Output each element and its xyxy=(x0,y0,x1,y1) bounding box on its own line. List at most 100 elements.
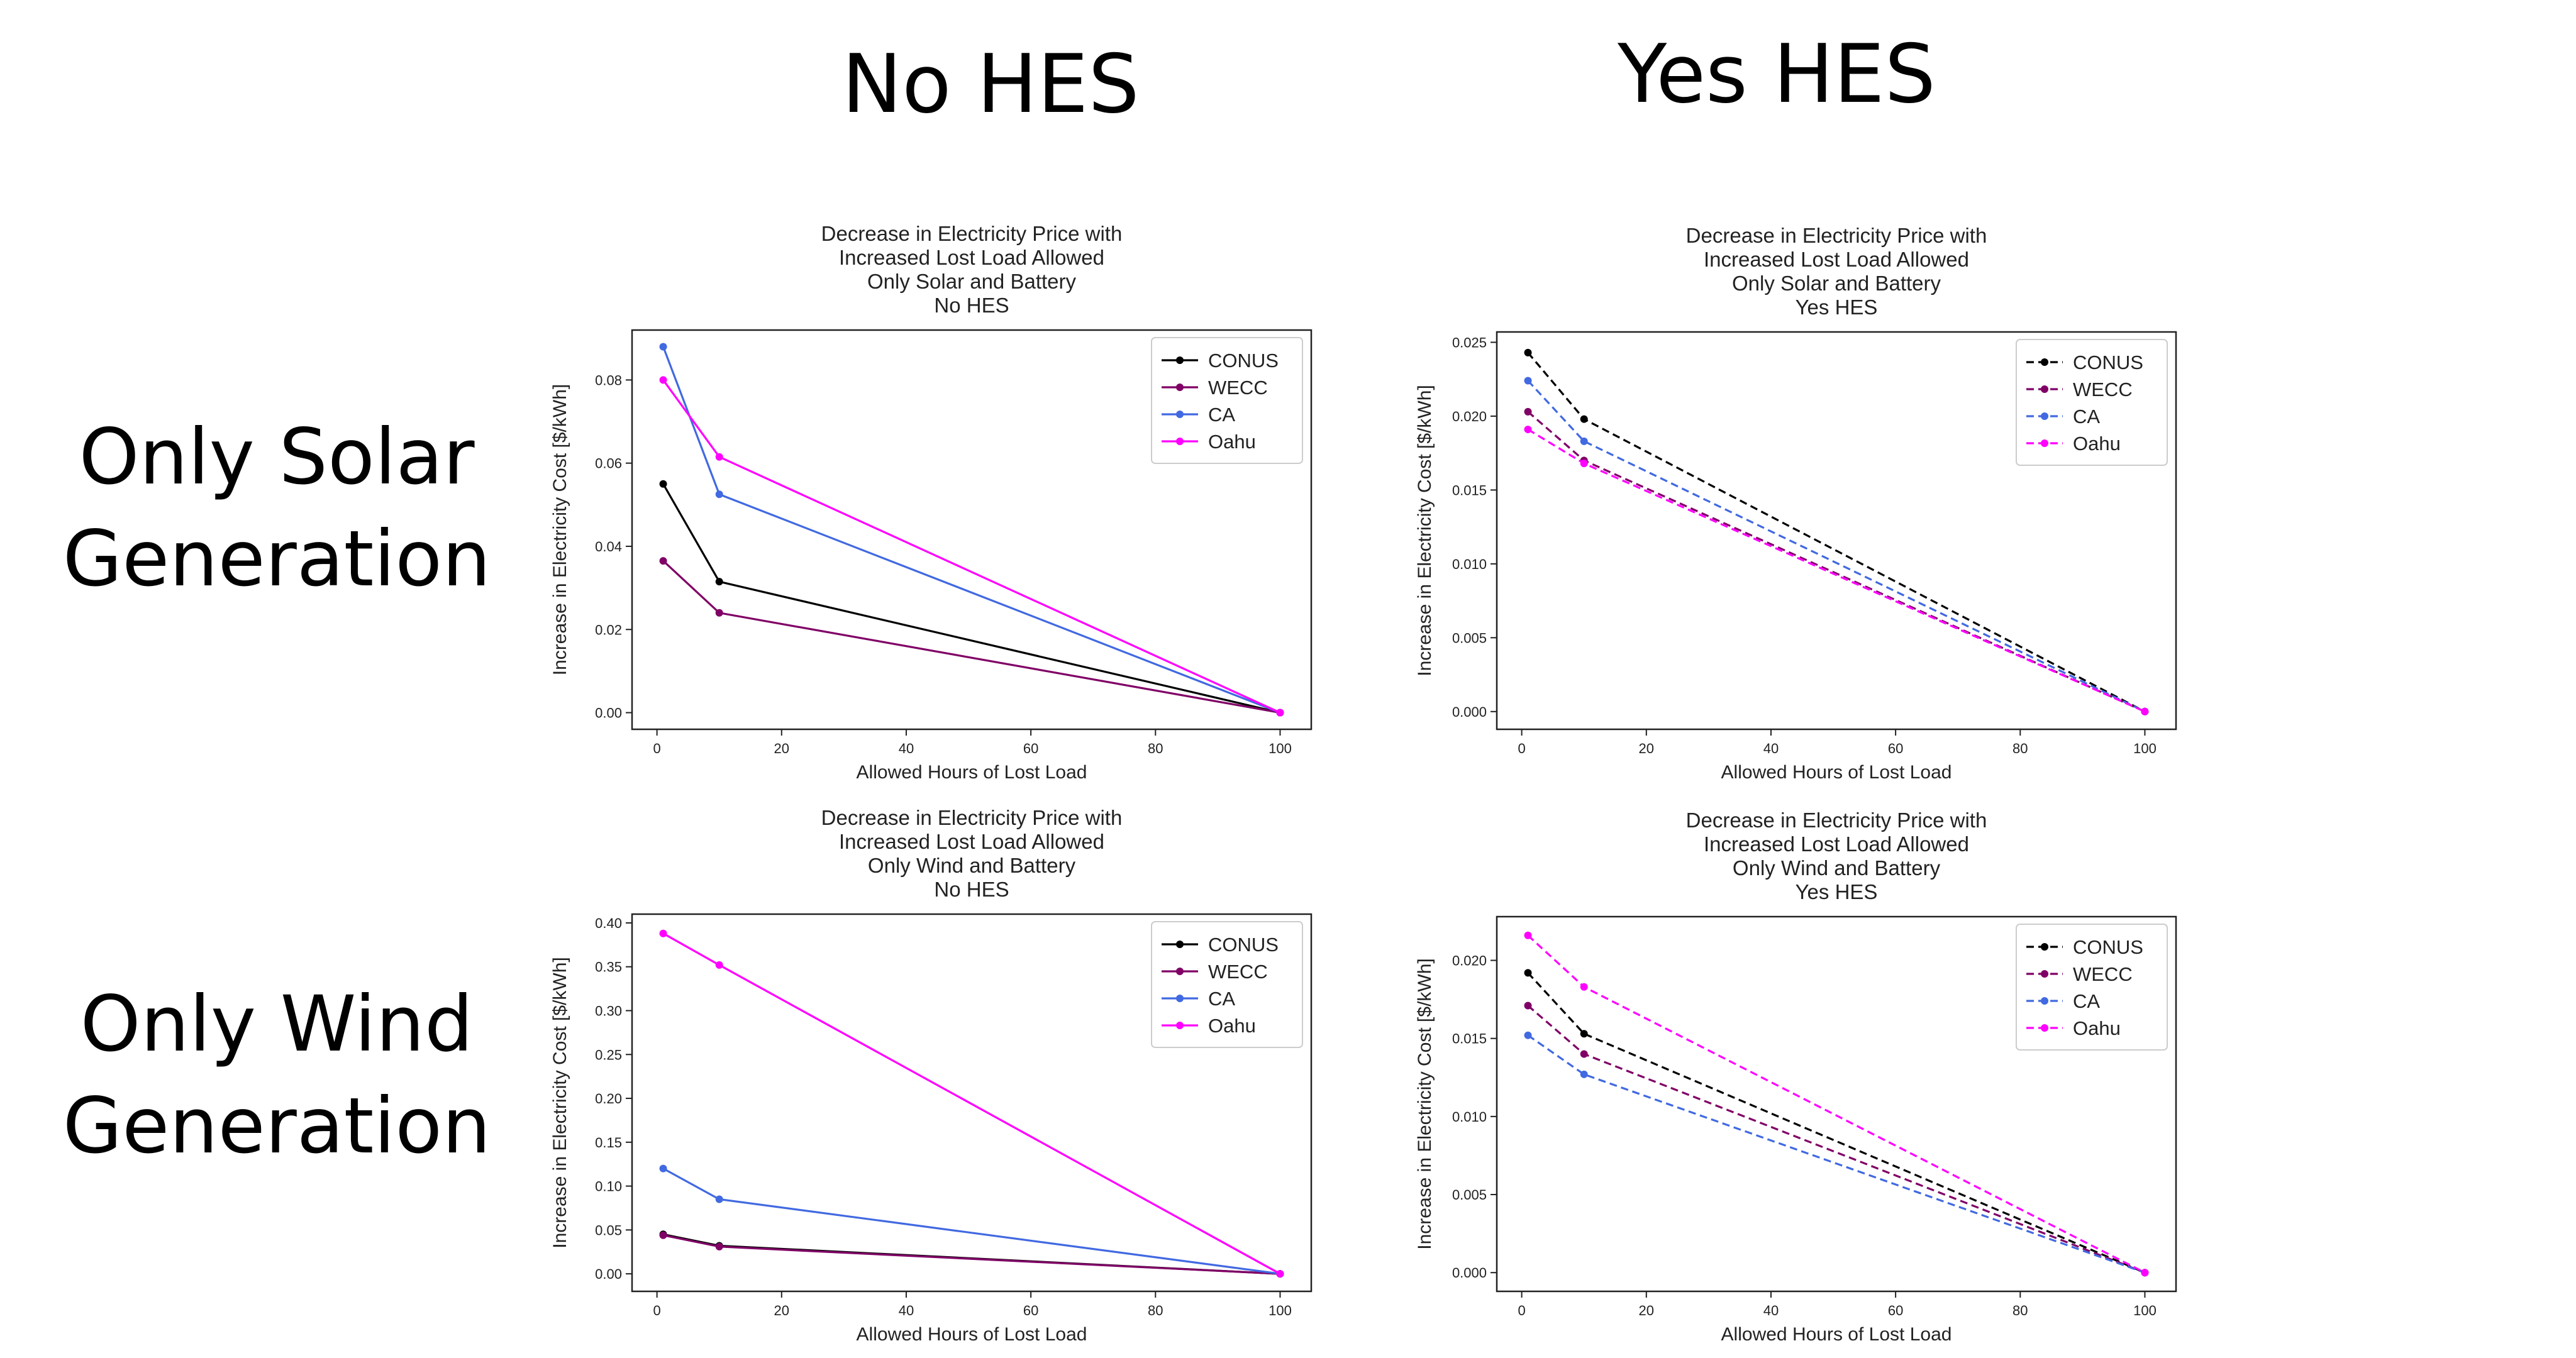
legend-box xyxy=(2016,924,2168,1051)
data-point-conus xyxy=(1580,1030,1588,1038)
x-tick-label: 20 xyxy=(1639,741,1654,756)
x-tick-label: 0 xyxy=(1518,741,1526,756)
legend-marker-wecc xyxy=(2041,970,2048,978)
chart-title-line: Increased Lost Load Allowed xyxy=(1704,832,1969,856)
legend-label-oahu: Oahu xyxy=(2073,433,2121,455)
legend-marker-wecc xyxy=(1176,968,1184,975)
plot-frame xyxy=(1496,331,2177,731)
y-tick-label: 0.025 xyxy=(1452,334,1487,350)
series-line-wecc xyxy=(662,560,1280,714)
chart-title-line: Increased Lost Load Allowed xyxy=(839,246,1104,269)
legend-label-oahu: Oahu xyxy=(1208,431,1256,453)
x-tick-label: 60 xyxy=(1888,741,1903,756)
legend-marker-oahu xyxy=(1176,1022,1184,1029)
data-point-oahu xyxy=(1580,460,1588,468)
data-point-ca xyxy=(659,1164,667,1173)
data-point-conus xyxy=(1524,348,1532,356)
data-point-oahu xyxy=(1276,709,1284,717)
plot-frame xyxy=(1496,915,2177,1293)
legend-box xyxy=(2016,339,2168,466)
x-tick-label: 60 xyxy=(1023,1303,1038,1318)
data-point-oahu xyxy=(715,453,723,461)
y-tick-label: 0.015 xyxy=(1452,482,1487,498)
chart-title-line: Increased Lost Load Allowed xyxy=(1704,248,1969,271)
x-tick-label: 40 xyxy=(899,1303,914,1318)
y-axis-label: Increase in Electricity Cost [$/kWh] xyxy=(550,384,570,675)
x-tick-label: 100 xyxy=(1269,741,1292,756)
x-tick-label: 20 xyxy=(1639,1303,1654,1318)
x-tick-label: 100 xyxy=(2133,741,2157,756)
legend-label-ca: CA xyxy=(1208,404,1235,426)
x-tick-label: 20 xyxy=(774,1303,789,1318)
series-line-conus xyxy=(663,1233,1280,1275)
data-point-wecc xyxy=(715,609,723,617)
data-point-oahu xyxy=(1524,931,1532,939)
plot-frame xyxy=(631,329,1313,731)
chart-wind-no-hes: Decrease in Electricity Price withIncrea… xyxy=(550,806,1313,1345)
x-axis-label: Allowed Hours of Lost Load xyxy=(1721,1324,1952,1345)
data-point-oahu xyxy=(2141,707,2149,715)
y-tick-label: 0.000 xyxy=(1452,704,1487,720)
x-axis-label: Allowed Hours of Lost Load xyxy=(1721,762,1952,783)
x-tick-label: 80 xyxy=(2012,1303,2028,1318)
data-point-wecc xyxy=(1580,1050,1588,1058)
data-point-wecc xyxy=(715,1242,723,1250)
y-tick-label: 0.25 xyxy=(595,1047,622,1063)
legend-marker-ca xyxy=(1176,411,1184,418)
y-tick-label: 0.010 xyxy=(1452,1109,1487,1125)
x-tick-label: 80 xyxy=(1148,1303,1163,1318)
data-point-oahu xyxy=(1276,1270,1284,1278)
row-header-wind: Only Wind Generation xyxy=(50,973,503,1177)
y-tick-label: 0.00 xyxy=(595,1266,622,1282)
x-tick-label: 0 xyxy=(653,1303,661,1318)
y-axis-label: Increase in Electricity Cost [$/kWh] xyxy=(550,957,570,1248)
column-header-no-hes: No HES xyxy=(841,38,1140,131)
legend-label-wecc: WECC xyxy=(1208,377,1268,399)
x-tick-label: 40 xyxy=(1763,1303,1779,1318)
data-point-wecc xyxy=(659,1231,667,1239)
chart-title-line: Only Wind and Battery xyxy=(868,854,1076,877)
chart-title-line: Increased Lost Load Allowed xyxy=(839,830,1104,853)
data-point-wecc xyxy=(659,557,667,565)
legend-marker-wecc xyxy=(1176,384,1184,391)
chart-solar-yes-hes: Decrease in Electricity Price withIncrea… xyxy=(1414,224,2177,783)
x-tick-label: 80 xyxy=(2012,741,2028,756)
y-tick-label: 0.10 xyxy=(595,1179,622,1195)
y-axis-label: Increase in Electricity Cost [$/kWh] xyxy=(1414,385,1435,676)
y-tick-label: 0.020 xyxy=(1452,953,1487,969)
data-point-ca xyxy=(1580,437,1588,445)
x-axis-label: Allowed Hours of Lost Load xyxy=(857,762,1087,783)
column-header-yes-hes: Yes HES xyxy=(1618,28,1936,121)
legend-label-conus: CONUS xyxy=(1208,350,1279,372)
data-point-conus xyxy=(659,480,667,488)
legend-marker-conus xyxy=(2041,358,2048,366)
legend-label-wecc: WECC xyxy=(1208,961,1268,983)
chart-solar-no-hes: Decrease in Electricity Price withIncrea… xyxy=(550,222,1313,783)
chart-title-line: Decrease in Electricity Price with xyxy=(821,222,1123,245)
chart-title-line: No HES xyxy=(934,294,1009,317)
y-tick-label: 0.15 xyxy=(595,1135,622,1151)
legend-marker-oahu xyxy=(2041,1024,2048,1032)
x-tick-label: 60 xyxy=(1888,1303,1903,1318)
x-tick-label: 60 xyxy=(1023,741,1038,756)
chart-wind-yes-hes: Decrease in Electricity Price withIncrea… xyxy=(1414,809,2177,1345)
data-point-conus xyxy=(715,578,723,586)
legend-marker-ca xyxy=(2041,412,2048,420)
data-point-oahu xyxy=(715,961,723,969)
series-line-wecc xyxy=(663,1234,1280,1275)
data-point-ca xyxy=(1580,1070,1588,1078)
y-tick-label: 0.015 xyxy=(1452,1031,1487,1047)
chart-title-line: Only Solar and Battery xyxy=(867,270,1076,293)
legend-label-wecc: WECC xyxy=(2073,963,2133,985)
chart-title-line: Yes HES xyxy=(1796,880,1878,903)
series-line-conus xyxy=(662,483,1280,714)
row-header-wind-line2: Generation xyxy=(62,1081,491,1171)
y-tick-label: 0.04 xyxy=(595,539,622,555)
y-tick-label: 0.06 xyxy=(595,456,622,472)
legend-marker-conus xyxy=(2041,943,2048,951)
y-axis-label: Increase in Electricity Cost [$/kWh] xyxy=(1414,958,1435,1249)
data-point-ca xyxy=(715,490,723,499)
row-header-wind-line1: Only Wind xyxy=(80,980,474,1069)
legend-marker-conus xyxy=(1176,356,1184,364)
plot-frame xyxy=(631,913,1313,1293)
